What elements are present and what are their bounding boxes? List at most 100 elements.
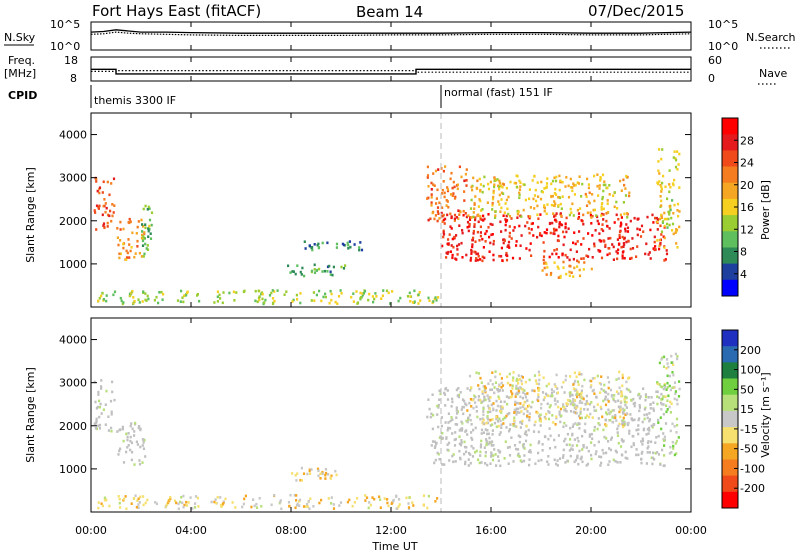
scatter-cell [436,451,439,455]
scatter-cell [103,198,106,201]
scatter-cell [565,443,568,447]
scatter-cell [450,171,453,175]
scatter-cell [463,190,466,193]
scatter-cell [309,497,312,500]
scatter-cell [535,382,538,385]
scatter-cell [432,183,435,186]
scatter-cell [663,439,666,442]
scatter-cell [522,391,525,394]
scatter-cell [613,191,616,194]
scatter-cell [492,258,495,262]
colorbar-swatch [722,118,738,135]
scatter-cell [118,497,121,501]
scatter-cell [141,239,145,243]
scatter-cell [221,301,224,305]
scatter-cell [597,222,600,226]
scatter-cell [487,226,490,229]
scatter-cell [365,496,369,499]
scatter-cell [138,462,142,466]
scatter-cell [302,505,306,508]
scatter-cell [594,409,598,412]
scatter-cell [520,382,524,386]
scatter-cell [104,403,107,406]
scatter-cell [516,407,520,411]
scatter-cell [135,232,138,235]
scatter-cell [645,462,648,465]
scatter-cell [378,495,381,499]
scatter-cell [510,237,513,240]
scatter-cell [559,202,562,206]
scatter-cell [143,252,146,256]
scatter-cell [512,424,515,428]
scatter-cell [562,266,565,269]
scatter-cell [478,239,481,242]
scatter-cell [669,429,672,433]
scatter-cell [567,195,571,199]
scatter-cell [652,423,655,426]
scatter-cell [270,503,273,507]
scatter-cell [462,209,465,213]
scatter-cell [310,299,313,302]
scatter-cell [469,216,472,219]
scatter-cell [541,391,545,394]
scatter-cell [625,401,628,404]
scatter-cell [510,390,513,393]
scatter-cell [100,502,103,505]
scatter-cell [666,399,669,402]
scatter-cell [433,446,436,449]
scatter-cell [185,293,188,296]
scatter-cell [582,222,585,226]
scatter-cell [641,450,644,454]
scatter-cell [141,438,144,441]
scatter-cell [600,214,603,217]
scatter-cell [456,394,459,397]
scatter-cell [177,507,180,511]
scatter-cell [219,496,222,499]
scatter-cell [189,496,192,499]
scatter-cell [469,207,473,210]
scatter-cell [663,259,666,262]
scatter-cell [591,193,594,196]
scatter-cell [531,400,534,404]
scatter-cell [564,437,567,441]
scatter-cell [492,253,495,257]
scatter-cell [499,419,502,423]
scatter-cell [330,474,333,478]
scatter-cell [668,384,671,388]
scatter-cell [666,386,669,389]
scatter-cell [308,468,311,472]
scatter-cell [317,474,320,478]
scatter-cell [498,187,501,191]
scatter-cell [554,445,557,449]
scatter-cell [545,231,548,235]
scatter-cell [672,211,675,215]
scatter-cell [607,408,610,412]
scatter-cell [510,395,514,398]
scatter-cell [537,225,540,229]
scatter-cell [600,228,603,231]
scatter-cell [514,425,517,428]
scatter-cell [558,225,561,229]
scatter-cell [515,447,518,451]
scatter-cell [657,418,660,422]
scatter-cell [612,458,615,462]
scatter-cell [554,397,557,401]
scatter-cell [527,227,530,230]
scatter-cell [656,239,659,242]
scatter-cell [537,451,540,455]
scatter-cell [525,424,528,428]
scatter-cell [651,213,654,217]
scatter-cell [233,299,236,302]
scatter-cell [479,215,482,218]
scatter-cell [659,183,662,187]
scatter-cell [553,383,556,386]
scatter-cell [590,453,593,457]
scatter-cell [496,178,499,181]
scatter-cell [600,208,603,211]
scatter-cell [508,235,511,238]
scatter-cell [476,187,479,190]
scatter-cell [181,501,184,505]
scatter-cell [543,209,546,213]
scatter-cell [617,217,620,221]
